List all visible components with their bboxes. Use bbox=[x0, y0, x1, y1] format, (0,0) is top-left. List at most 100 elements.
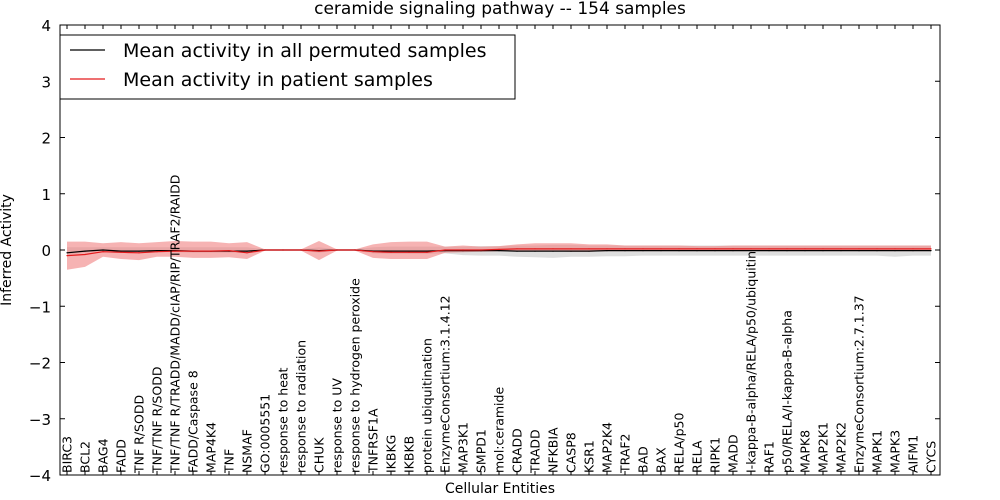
x-tick-label: RIPK1 bbox=[708, 437, 723, 473]
data-point-permuted bbox=[588, 250, 590, 252]
data-point-permuted bbox=[930, 250, 932, 252]
x-tick-label: MAP2K4 bbox=[600, 422, 615, 473]
data-point-permuted bbox=[660, 250, 662, 252]
y-tick-label: 1 bbox=[41, 186, 51, 204]
data-point-permuted bbox=[102, 249, 104, 251]
data-point-patient bbox=[876, 248, 878, 250]
data-point-permuted bbox=[624, 250, 626, 252]
data-point-permuted bbox=[552, 250, 554, 252]
legend: Mean activity in all permuted samples Me… bbox=[59, 34, 516, 100]
x-tick-label: TNF bbox=[222, 449, 237, 474]
x-tick-label: response to heat bbox=[276, 367, 291, 473]
x-tick-label: MAP3K1 bbox=[456, 422, 471, 473]
x-tick-label: IKBKG bbox=[384, 435, 399, 473]
data-point-patient bbox=[156, 251, 158, 253]
x-tick-label: MADD bbox=[726, 434, 741, 473]
x-tick-label: BAX bbox=[654, 447, 669, 473]
x-tick-label: TNF R/SODD bbox=[132, 395, 147, 474]
data-point-patient bbox=[282, 249, 284, 251]
series-lines-layer bbox=[66, 248, 932, 257]
data-point-patient bbox=[840, 248, 842, 250]
x-tick-label: RELA bbox=[690, 440, 705, 473]
data-point-patient bbox=[102, 251, 104, 253]
data-point-patient bbox=[372, 251, 374, 253]
data-point-patient bbox=[624, 248, 626, 250]
x-tick-label: CHUK bbox=[312, 437, 327, 473]
data-point-patient bbox=[138, 252, 140, 254]
data-point-patient bbox=[534, 248, 536, 250]
y-tick-label: −2 bbox=[29, 355, 51, 373]
data-point-patient bbox=[696, 248, 698, 250]
data-point-patient bbox=[822, 248, 824, 250]
data-point-permuted bbox=[876, 250, 878, 252]
plot-frame bbox=[59, 24, 941, 476]
data-point-permuted bbox=[570, 250, 572, 252]
data-point-permuted bbox=[498, 250, 500, 252]
x-tick-label: NFKBIA bbox=[546, 427, 561, 473]
legend-label-patient: Mean activity in patient samples bbox=[123, 69, 433, 91]
data-point-permuted bbox=[138, 250, 140, 252]
data-point-permuted bbox=[858, 250, 860, 252]
data-point-patient bbox=[678, 248, 680, 250]
data-point-patient bbox=[318, 250, 320, 252]
x-tick-label: CRADD bbox=[510, 428, 525, 473]
x-tick-label: MAPK1 bbox=[870, 430, 885, 473]
data-point-patient bbox=[228, 250, 230, 252]
confidence-band-patient bbox=[67, 241, 931, 270]
data-point-permuted bbox=[426, 250, 428, 252]
data-point-permuted bbox=[732, 250, 734, 252]
data-point-permuted bbox=[840, 250, 842, 252]
data-point-patient bbox=[120, 251, 122, 253]
x-tick-label: MAP2K2 bbox=[834, 422, 849, 473]
data-point-permuted bbox=[408, 250, 410, 252]
x-tick-label: NSMAF bbox=[240, 429, 255, 473]
x-tick-label: GO:0005551 bbox=[258, 394, 273, 473]
data-point-permuted bbox=[642, 250, 644, 252]
x-tick-label: MAP4K4 bbox=[204, 422, 219, 473]
x-tick-label: TNF/TNF R/TRADD/MADD/cIAP/RIP/TRAF2/RAID… bbox=[168, 175, 183, 474]
data-point-patient bbox=[462, 249, 464, 251]
data-point-permuted bbox=[120, 250, 122, 252]
data-point-patient bbox=[804, 248, 806, 250]
data-point-permuted bbox=[696, 250, 698, 252]
x-axis-label: Cellular Entities bbox=[445, 481, 555, 497]
data-point-patient bbox=[570, 248, 572, 250]
x-tick-label: MAPK8 bbox=[798, 430, 813, 473]
x-tick-label: protein ubiquitination bbox=[420, 338, 435, 473]
x-tick-label: response to radiation bbox=[294, 340, 309, 473]
data-point-patient bbox=[732, 248, 734, 250]
data-point-permuted bbox=[804, 250, 806, 252]
data-point-permuted bbox=[516, 250, 518, 252]
data-point-patient bbox=[642, 248, 644, 250]
x-tick-label: BIRC3 bbox=[60, 436, 75, 473]
data-point-patient bbox=[894, 248, 896, 250]
chart-title: ceramide signaling pathway -- 154 sample… bbox=[314, 0, 686, 19]
data-point-patient bbox=[552, 248, 554, 250]
x-tick-label: p50/RELA/I-kappa-B-alpha bbox=[780, 310, 795, 473]
data-point-patient bbox=[516, 248, 518, 250]
y-tick-label: 3 bbox=[41, 73, 51, 91]
data-point-patient bbox=[444, 249, 446, 251]
x-tick-label: CYCS bbox=[924, 441, 939, 473]
x-tick-label: TRADD bbox=[528, 429, 543, 474]
data-point-permuted bbox=[786, 250, 788, 252]
x-tick-label: CASP8 bbox=[564, 432, 579, 473]
data-point-permuted bbox=[84, 250, 86, 252]
x-tick-label: SMPD1 bbox=[474, 429, 489, 473]
x-tick-label: EnzymeConsortium:2.7.1.37 bbox=[852, 295, 867, 473]
x-axis-ticks: BIRC3 BCL2 BAG4 FADD TNF R/SODD TNF/TNF R/SOD… bbox=[60, 25, 939, 475]
data-point-patient bbox=[786, 248, 788, 250]
y-tick-label: 4 bbox=[41, 17, 51, 35]
data-point-patient bbox=[174, 250, 176, 252]
x-tick-label: TRAF2 bbox=[618, 433, 633, 474]
data-point-patient bbox=[912, 248, 914, 250]
data-point-patient bbox=[714, 248, 716, 250]
x-tick-label: BCL2 bbox=[78, 441, 93, 473]
data-point-permuted bbox=[912, 250, 914, 252]
data-point-patient bbox=[84, 253, 86, 256]
y-tick-label: 0 bbox=[41, 242, 51, 260]
data-point-permuted bbox=[390, 250, 392, 252]
data-point-patient bbox=[426, 251, 428, 253]
y-tick-label: −1 bbox=[29, 298, 51, 316]
